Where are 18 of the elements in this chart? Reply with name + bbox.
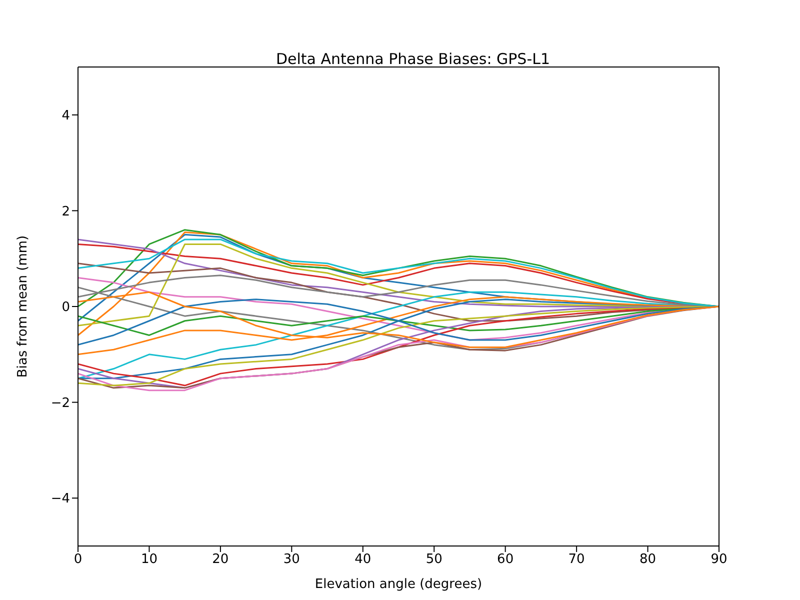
y-tick-label: 2 <box>62 204 70 220</box>
y-tick-label: −2 <box>50 396 70 411</box>
x-tick-label: 0 <box>74 552 82 568</box>
x-tick-label: 80 <box>640 552 656 568</box>
x-tick-label: 60 <box>497 552 514 568</box>
chart-title: Delta Antenna Phase Biases: GPS-L1 <box>274 50 552 68</box>
x-tick-label: 10 <box>140 552 158 568</box>
x-tick-label: 40 <box>354 552 372 568</box>
y-tick-label: −4 <box>50 492 70 507</box>
y-tick-label: 0 <box>62 300 70 316</box>
x-tick-label: 20 <box>212 552 229 568</box>
y-tick-label: 4 <box>62 108 70 124</box>
x-tick-label: 70 <box>568 552 585 568</box>
x-axis-title: Elevation angle (degrees) <box>314 577 482 592</box>
x-tick-label: 90 <box>710 552 728 568</box>
x-tick-label: 50 <box>426 552 442 568</box>
y-axis-title: Bias from mean (mm) <box>16 235 31 378</box>
x-tick-label: 30 <box>283 552 300 568</box>
